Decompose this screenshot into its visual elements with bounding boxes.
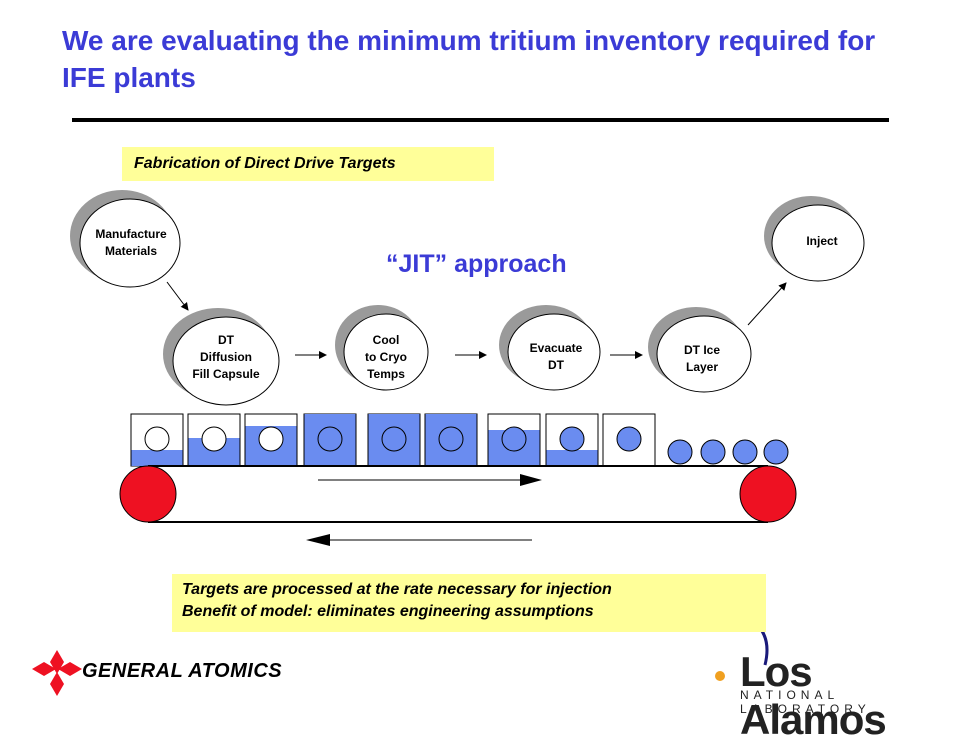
title-divider: [72, 118, 889, 122]
target-container: [130, 413, 184, 467]
target-capsule: [258, 426, 284, 452]
step-label-cool: Cool to Cryo Temps: [365, 333, 407, 381]
general-atomics-logo-mark: [32, 650, 82, 696]
target-capsule: [201, 426, 227, 452]
step-label-manufacture: Manufacture Materials: [95, 227, 167, 258]
target-container: [545, 413, 599, 467]
finished-targets: [667, 439, 789, 465]
page-title: We are evaluating the minimum tritium in…: [62, 25, 876, 93]
step-evacuate-bubble: [499, 305, 601, 391]
fabrication-label: Fabrication of Direct Drive Targets: [122, 147, 494, 181]
target-container: [487, 413, 541, 467]
left-roller: [119, 465, 177, 523]
note-line-1: Targets are processed at the rate necess…: [182, 581, 612, 598]
note-line-2: Benefit of model: eliminates engineering…: [182, 603, 594, 620]
arrow-to-inject: [747, 282, 787, 326]
target-container: [424, 413, 478, 467]
step-dt-diffusion-bubble: [163, 308, 280, 406]
step-inject-bubble: [764, 196, 865, 282]
target-capsule: [144, 426, 170, 452]
target-container: [367, 413, 421, 467]
target-capsule: [559, 426, 585, 452]
process-diagram: [32, 190, 865, 696]
belt-forward-arrowhead: [520, 474, 542, 486]
step-label-inject: Inject: [806, 234, 838, 248]
arrow-to-diffusion: [166, 281, 189, 311]
belt-return-arrowhead: [306, 534, 330, 546]
target-containers: [130, 413, 656, 467]
notes-box: Targets are processed at the rate necess…: [172, 574, 766, 632]
general-atomics-logo-text: GENERAL ATOMICS: [82, 660, 283, 682]
step-label-evacuate: Evacuate DT: [529, 341, 583, 372]
los-alamos-logo-subtext: NATIONAL LABORATORY: [740, 688, 871, 716]
target-capsule: [616, 426, 642, 452]
dt-fill-level: [131, 450, 183, 466]
target-capsule: [317, 426, 343, 452]
target-container: [244, 413, 298, 467]
target-container: [187, 413, 241, 467]
step-label-dt-ice: DT Ice Layer: [683, 343, 720, 374]
step-cool-bubble: [335, 305, 429, 391]
target-container: [303, 413, 357, 467]
step-manufacture-materials-bubble: [70, 190, 181, 288]
right-roller: [739, 465, 797, 523]
target-capsule: [501, 426, 527, 452]
dt-fill-level: [546, 450, 598, 466]
target-capsule: [438, 426, 464, 452]
jit-approach-label: “JIT” approach: [386, 250, 567, 278]
step-dt-ice-bubble: [648, 307, 752, 393]
step-label-diffusion: DT Diffusion Fill Capsule: [192, 333, 260, 381]
target-container: [602, 413, 656, 467]
target-capsule: [381, 426, 407, 452]
